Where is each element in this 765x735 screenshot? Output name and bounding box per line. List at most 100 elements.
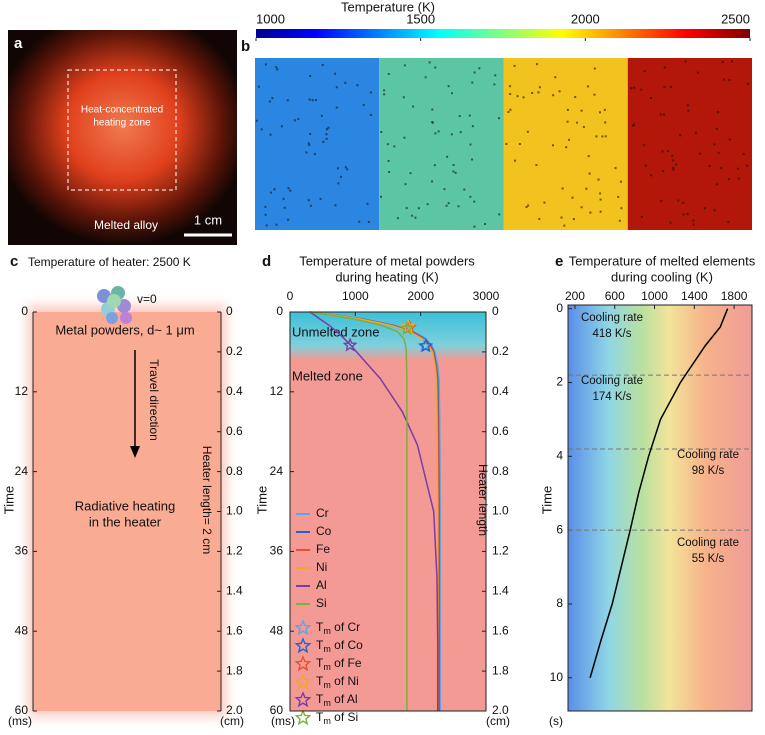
image-speckle	[269, 133, 272, 136]
image-speckle	[742, 153, 745, 156]
image-speckle	[307, 142, 310, 145]
image-speckle	[716, 183, 719, 186]
image-speckle	[659, 113, 662, 116]
image-speckle	[471, 158, 474, 161]
image-speckle	[273, 188, 276, 191]
image-speckle	[417, 207, 420, 210]
y2-tick-label: 0.4	[226, 384, 243, 398]
image-speckle	[694, 131, 697, 134]
image-speckle	[736, 167, 739, 170]
image-speckle	[257, 85, 260, 88]
y-tick-label: 10	[550, 670, 564, 684]
image-speckle	[728, 79, 731, 82]
image-speckle	[270, 191, 273, 194]
y2-tick-label: 0.6	[492, 424, 509, 438]
image-speckle	[346, 168, 349, 171]
image-speckle	[599, 198, 602, 201]
y2-tick-label: 1.4	[226, 583, 243, 597]
image-speckle	[344, 81, 347, 84]
image-speckle	[484, 222, 487, 225]
image-speckle	[386, 143, 389, 146]
image-speckle	[580, 109, 583, 112]
axis-unit: (ms)	[271, 714, 295, 728]
x-tick-label: 0	[287, 289, 294, 303]
image-speckle	[561, 187, 564, 190]
x-tick-label: 1000	[641, 289, 668, 303]
y2-tick-label: 1.8	[492, 663, 509, 677]
legend-swatch	[294, 691, 312, 708]
y2-tick-label: 0	[492, 304, 499, 318]
image-speckle	[473, 200, 476, 203]
image-speckle	[367, 221, 370, 224]
legend-label: Ni	[316, 560, 327, 574]
legend-label: Al	[316, 578, 327, 592]
powder-label: Metal powders, d~ 1 μm	[55, 322, 194, 337]
image-speckle	[403, 64, 406, 67]
image-speckle	[617, 195, 620, 198]
annotation: Cooling rate	[677, 537, 739, 549]
image-speckle	[598, 111, 601, 114]
image-speckle	[424, 76, 427, 79]
image-speckle	[672, 168, 675, 171]
image-speckle	[662, 170, 665, 173]
image-speckle	[396, 217, 399, 220]
image-speckle	[445, 204, 448, 207]
image-speckle	[713, 209, 716, 212]
image-speckle	[280, 125, 283, 128]
image-speckle	[643, 70, 646, 73]
image-speckle	[538, 217, 541, 220]
image-speckle	[526, 130, 529, 133]
image-speckle	[679, 134, 682, 137]
melting-point	[418, 338, 434, 353]
image-speckle	[428, 61, 431, 64]
image-speckle	[593, 93, 596, 96]
legend-label: Cr	[316, 506, 329, 520]
image-speckle	[459, 131, 462, 134]
image-speckle	[494, 74, 497, 77]
y-tick-label: 48	[15, 623, 29, 637]
y2-tick-label: 2.0	[226, 703, 243, 717]
image-speckle	[565, 146, 568, 149]
image-speckle	[514, 159, 517, 162]
image-speckle	[265, 224, 268, 227]
annotation: 98 K/s	[692, 465, 725, 477]
image-speckle	[283, 206, 286, 209]
zone-label: Unmelted zone	[292, 324, 379, 339]
image-speckle	[571, 196, 574, 199]
image-speckle	[309, 132, 312, 135]
image-speckle	[402, 96, 405, 99]
image-speckle	[675, 163, 678, 166]
image-speckle	[334, 72, 337, 75]
y2-tick-label: 0.4	[492, 384, 509, 398]
image-speckle	[403, 136, 406, 139]
image-speckle	[708, 165, 711, 168]
y-tick-label: 4	[556, 448, 563, 462]
x-tick-label: 2000	[407, 289, 434, 303]
image-speckle	[335, 86, 338, 89]
y2-tick-label: 0.6	[226, 424, 243, 438]
legend-text: of Si	[331, 710, 358, 724]
legend-subscript: m	[323, 680, 331, 690]
image-speckle	[334, 204, 337, 207]
y2-tick-label: 0.8	[226, 464, 243, 478]
image-speckle	[405, 207, 408, 210]
image-speckle	[308, 144, 311, 147]
image-speckle	[369, 91, 372, 94]
series-line	[309, 311, 408, 711]
image-speckle	[322, 140, 325, 143]
image-speckle	[404, 183, 407, 186]
image-speckle	[383, 89, 386, 92]
y-tick-label: 60	[270, 703, 284, 717]
image-speckle	[580, 206, 583, 209]
x-tick-label: 1800	[721, 289, 748, 303]
legend-text: of Fe	[331, 656, 362, 670]
legend-label: Tm of Ni	[316, 674, 359, 690]
image-speckle	[604, 135, 607, 138]
image-speckle	[268, 100, 271, 103]
image-label: 1300 K	[297, 42, 339, 57]
image-speckle	[335, 106, 338, 109]
image-speckle	[362, 103, 365, 106]
image-speckle	[568, 138, 571, 141]
image-speckle	[434, 132, 437, 135]
legend-swatch	[294, 619, 312, 636]
